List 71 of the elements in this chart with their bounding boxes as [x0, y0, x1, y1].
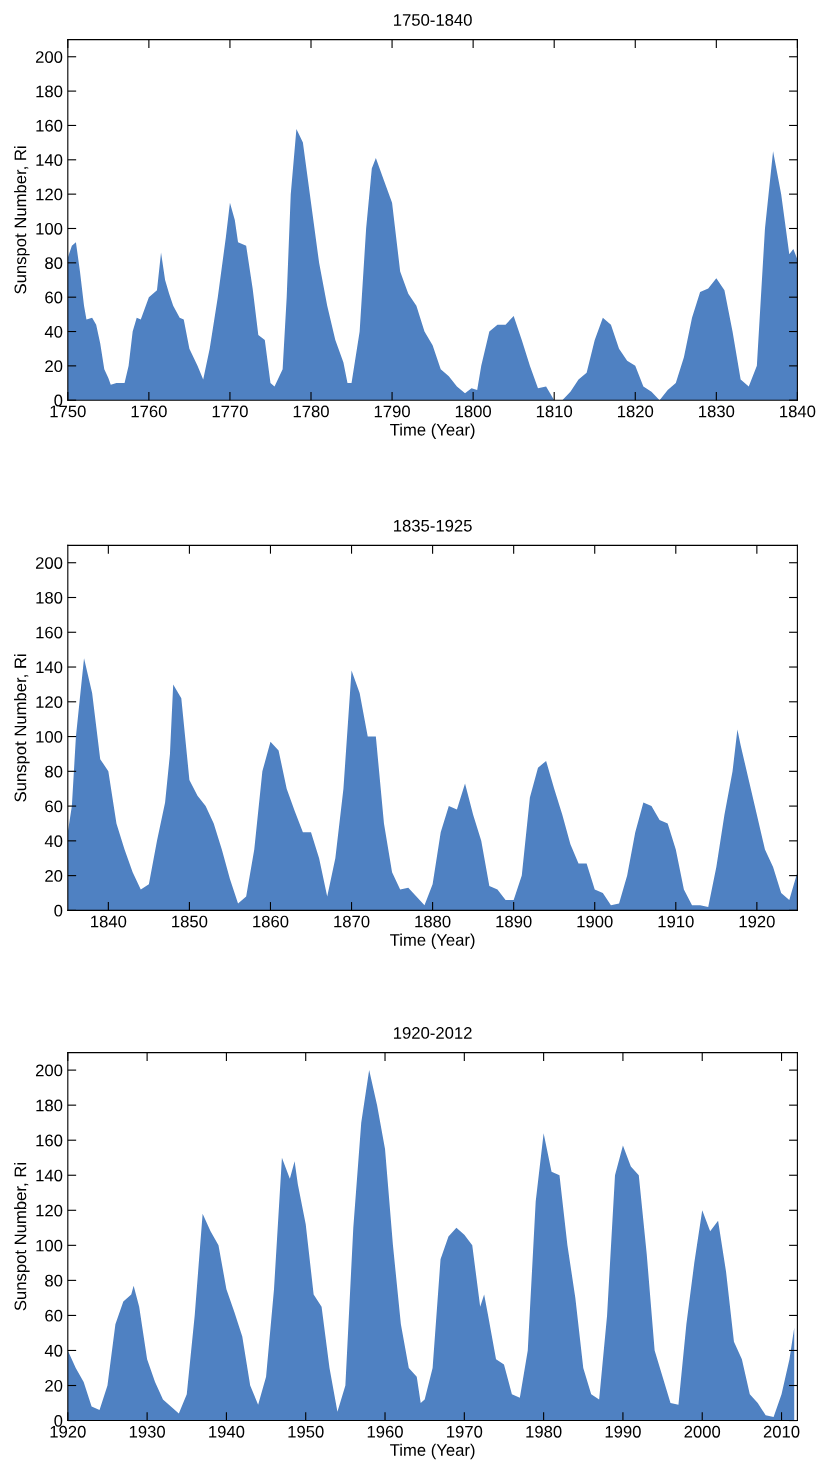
y-tick-label: 0	[54, 394, 63, 407]
y-tick-label: 180	[36, 591, 63, 604]
x-tick-label: 1830	[699, 405, 735, 418]
x-tick-label: 1860	[253, 915, 289, 928]
y-tick-label: 200	[35, 51, 63, 63]
y-tick-label: 100	[36, 730, 63, 743]
x-axis-title: Time (Year)	[390, 1443, 475, 1460]
y-tick-label: 160	[36, 626, 63, 639]
x-axis-title: Time (Year)	[390, 933, 475, 950]
chart-title: 1835-1925	[394, 519, 472, 532]
x-tick-label: 1880	[415, 915, 451, 928]
y-tick-label: 180	[36, 1099, 63, 1112]
y-tick-label: 20	[45, 870, 63, 882]
y-tick-label: 180	[36, 85, 63, 98]
x-tick-label: 1950	[288, 1425, 324, 1438]
x-tick-label: 1990	[605, 1425, 641, 1438]
x-tick-label: 1770	[212, 405, 248, 418]
x-tick-label: 1980	[526, 1425, 562, 1438]
y-tick-label: 20	[45, 1379, 63, 1392]
x-tick-label: 1970	[447, 1425, 483, 1438]
x-tick-label: 1850	[172, 915, 208, 928]
y-axis-title: Sunspot Number, Ri	[14, 146, 30, 294]
x-tick-label: 1760	[131, 405, 167, 418]
x-tick-label: 1820	[618, 405, 654, 418]
x-tick-label: 1960	[367, 1425, 403, 1438]
x-axis-title: Time (Year)	[390, 423, 475, 439]
y-axis-title: Sunspot Number, Ri	[14, 1163, 30, 1311]
y-tick-label: 60	[45, 1309, 63, 1322]
x-tick-label: 1840	[91, 915, 127, 928]
y-tick-label: 100	[36, 222, 63, 235]
chart-title: 1920-2012	[394, 1027, 472, 1039]
y-tick-label: 40	[44, 835, 63, 848]
y-tick-label: 140	[36, 1169, 63, 1182]
x-tick-label: 1890	[496, 915, 532, 928]
y-tick-label: 140	[36, 154, 63, 166]
y-tick-label: 0	[54, 904, 63, 917]
x-tick-label: 1800	[455, 405, 492, 418]
y-tick-label: 40	[44, 325, 63, 338]
y-tick-label: 200	[35, 1064, 63, 1077]
x-tick-label: 1780	[293, 405, 329, 418]
x-tick-label: 1920	[50, 1425, 86, 1438]
x-tick-label: 2000	[684, 1425, 721, 1438]
x-tick-label: 1790	[374, 405, 410, 418]
y-tick-label: 40	[44, 1344, 63, 1357]
x-tick-label: 2010	[763, 1425, 800, 1438]
x-tick-label: 1870	[334, 915, 370, 928]
y-tick-label: 120	[36, 1204, 63, 1217]
y-tick-label: 200	[35, 557, 63, 569]
x-tick-label: 1810	[536, 405, 573, 418]
x-tick-label: 1910	[658, 915, 694, 928]
y-tick-label: 60	[45, 800, 63, 813]
x-tick-label: 1840	[780, 405, 816, 418]
x-tick-label: 1930	[129, 1425, 165, 1438]
y-tick-label: 60	[45, 291, 63, 304]
y-tick-label: 100	[36, 1239, 63, 1252]
y-tick-label: 20	[45, 360, 63, 373]
y-tick-label: 140	[36, 661, 63, 674]
x-tick-label: 1750	[50, 405, 86, 418]
x-tick-label: 1940	[209, 1425, 245, 1438]
y-tick-label: 160	[36, 1134, 63, 1147]
y-tick-label: 80	[45, 1274, 63, 1287]
y-tick-label: 120	[36, 188, 63, 201]
y-axis-title: Sunspot Number, Ri	[14, 654, 30, 802]
y-tick-label: 160	[36, 119, 63, 132]
y-tick-label: 80	[45, 257, 63, 270]
chart-title: 1750-1840	[394, 14, 472, 26]
y-tick-label: 80	[45, 765, 63, 778]
y-tick-label: 0	[54, 1414, 63, 1427]
y-tick-label: 120	[36, 696, 63, 708]
x-tick-label: 1900	[577, 915, 613, 928]
x-tick-label: 1920	[739, 915, 775, 928]
